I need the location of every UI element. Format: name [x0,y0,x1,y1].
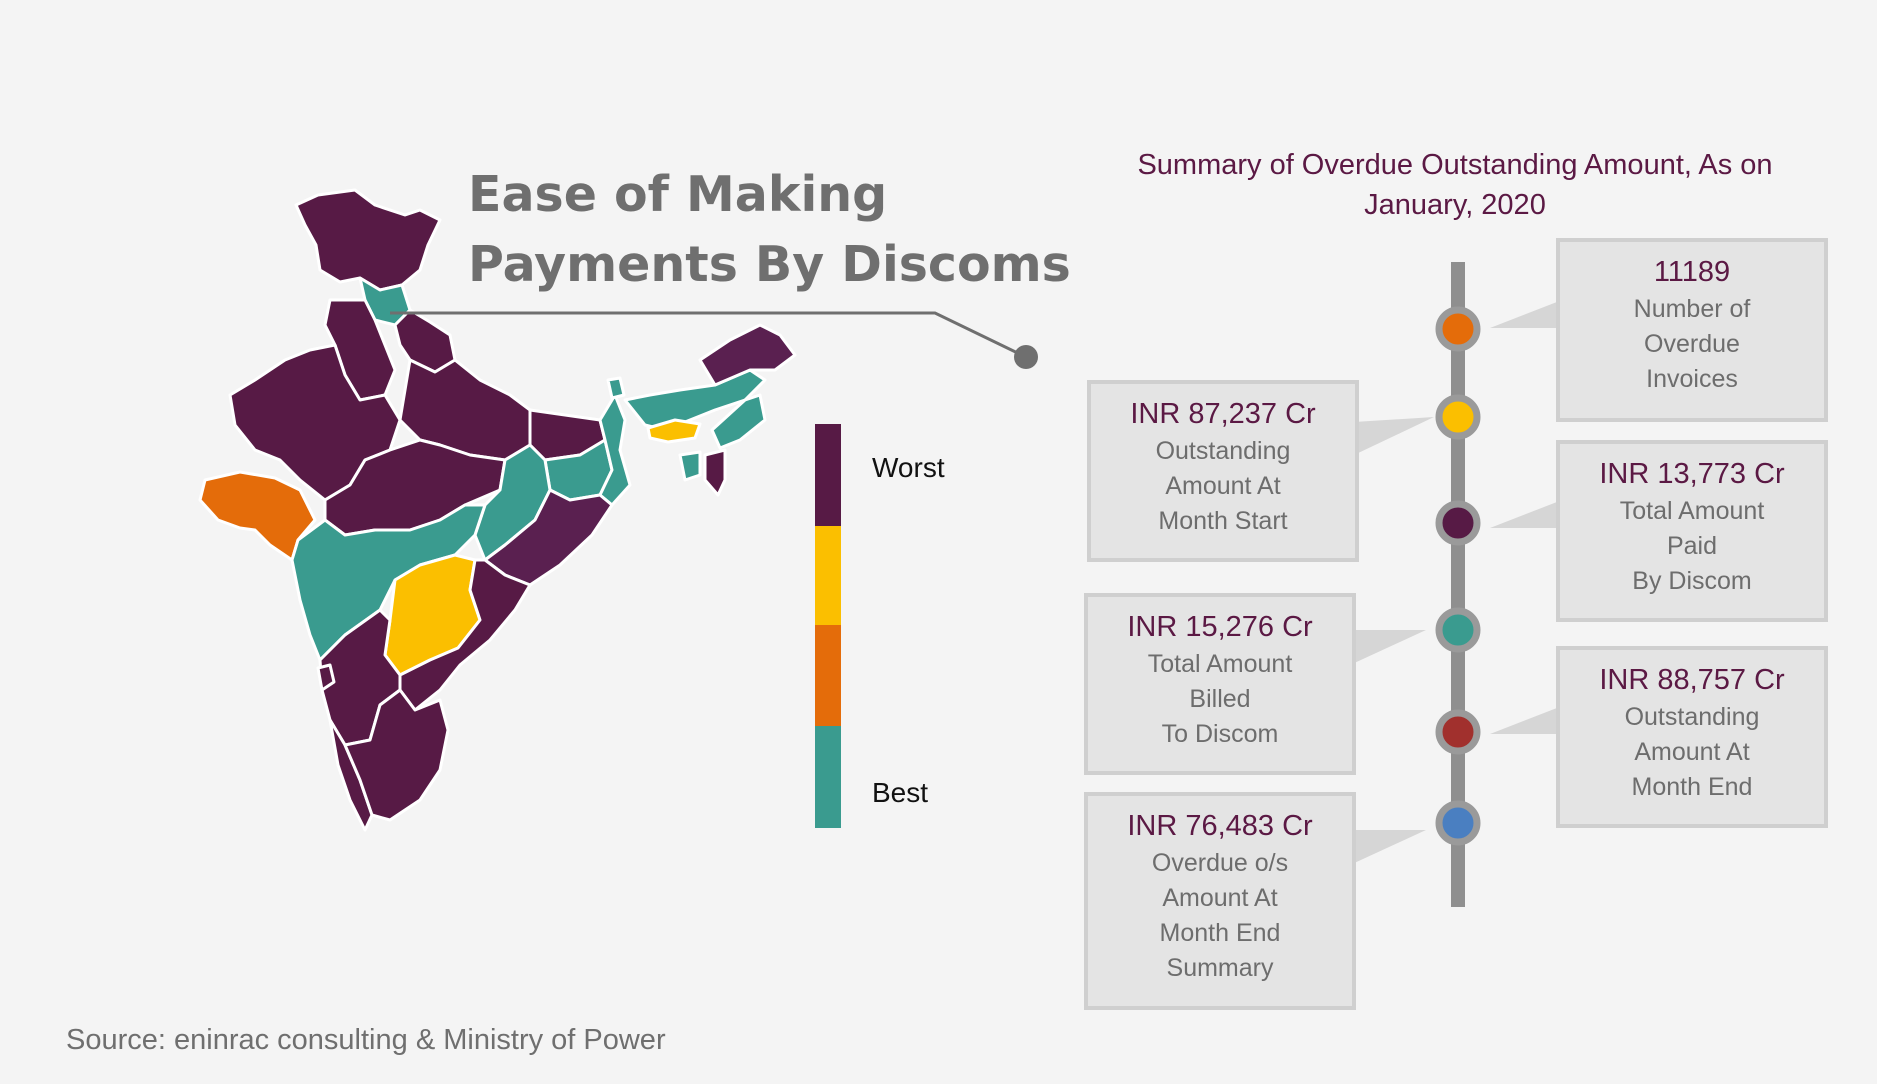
region-tamil-nadu [343,688,450,822]
timeline-dot-start [1435,394,1481,440]
region-west-bengal [598,393,632,507]
legend-seg-best [815,726,841,828]
card-invoices: 11189 Number of Overdue Invoices [1556,238,1828,422]
card-overdue: INR 76,483 Cr Overdue o/s Amount At Mont… [1084,792,1356,1010]
callout-dot [1014,345,1038,369]
summary-title-line-2: January, 2020 [1364,189,1546,221]
card-start-line-3: Month Start [1158,507,1288,535]
card-end: INR 88,757 Cr Outstanding Amount At Mont… [1556,646,1828,828]
timeline-dot-overdue [1435,800,1481,846]
card-paid: INR 13,773 Cr Total Amount Paid By Disco… [1556,440,1828,622]
pointer-overdue [1350,830,1426,865]
legend-seg-worst [815,424,841,526]
legend-seg-yellow [815,526,841,625]
card-invoices-value: 11189 [1653,256,1731,288]
pointer-start [1354,417,1434,455]
legend-best-label: Best [872,777,929,808]
pointer-end [1490,706,1562,734]
card-overdue-value: INR 76,483 Cr [1127,810,1313,842]
timeline-dot-end [1435,709,1481,755]
card-invoices-line-3: Invoices [1646,365,1738,393]
region-goa [316,663,336,692]
card-overdue-line-1: Overdue o/s [1151,849,1289,877]
card-paid-line-2: Paid [1666,532,1718,560]
card-end-line-1: Outstanding [1624,703,1760,731]
region-sikkim [606,376,626,400]
pointer-billed [1350,630,1426,665]
card-invoices-line-2: Overdue [1644,330,1740,358]
card-billed-value: INR 15,276 Cr [1127,611,1313,643]
map-title-line-1: Ease of Making [468,166,888,223]
region-meghalaya [646,418,702,444]
card-start-value: INR 87,237 Cr [1130,398,1316,430]
timeline-dot-paid [1435,500,1481,546]
region-andhra-pradesh [398,558,532,712]
region-nagaland-manipur [710,393,767,450]
card-start-line-2: Amount At [1165,472,1281,500]
source-note: Source: eninrac consulting & Ministry of… [66,1024,666,1056]
card-start-line-1: Outstanding [1155,437,1291,465]
card-overdue-line-3: Month End [1159,919,1281,947]
timeline-dot-invoices [1435,306,1481,352]
region-rajasthan [228,343,402,502]
region-odisha [483,488,614,587]
title-callout-line [390,311,1027,359]
region-arunachal [698,323,797,387]
region-tripura [678,450,702,482]
region-jammu-kashmir [294,188,442,292]
legend-color-bar [815,424,841,828]
card-paid-line-3: By Discom [1632,567,1752,595]
summary-title: Summary of Overdue Outstanding Amount, A… [1080,145,1830,225]
card-billed-line-2: Billed [1189,685,1251,713]
pointer-invoices [1490,300,1562,328]
map-title: Ease of Making Payments By Discoms [468,160,1071,300]
pointer-paid [1490,500,1562,528]
card-overdue-line-2: Amount At [1162,884,1278,912]
card-billed-line-1: Total Amount [1147,650,1293,678]
card-billed: INR 15,276 Cr Total Amount Billed To Dis… [1084,593,1356,775]
legend-seg-orange [815,625,841,726]
region-mizoram [703,448,727,497]
card-end-line-2: Amount At [1634,738,1750,766]
timeline-dot-billed [1435,607,1481,653]
map-title-line-2: Payments By Discoms [468,236,1071,293]
card-paid-value: INR 13,773 Cr [1599,458,1785,490]
card-end-line-3: Month End [1631,773,1753,801]
card-start: INR 87,237 Cr Outstanding Amount At Mont… [1087,380,1359,562]
card-invoices-line-1: Number of [1633,295,1751,323]
legend-worst-label: Worst [872,452,945,483]
card-end-value: INR 88,757 Cr [1599,664,1785,696]
summary-title-line-1: Summary of Overdue Outstanding Amount, A… [1137,149,1773,181]
card-billed-line-3: To Discom [1161,720,1279,748]
card-overdue-line-4: Summary [1166,954,1274,982]
card-paid-line-1: Total Amount [1619,497,1765,525]
